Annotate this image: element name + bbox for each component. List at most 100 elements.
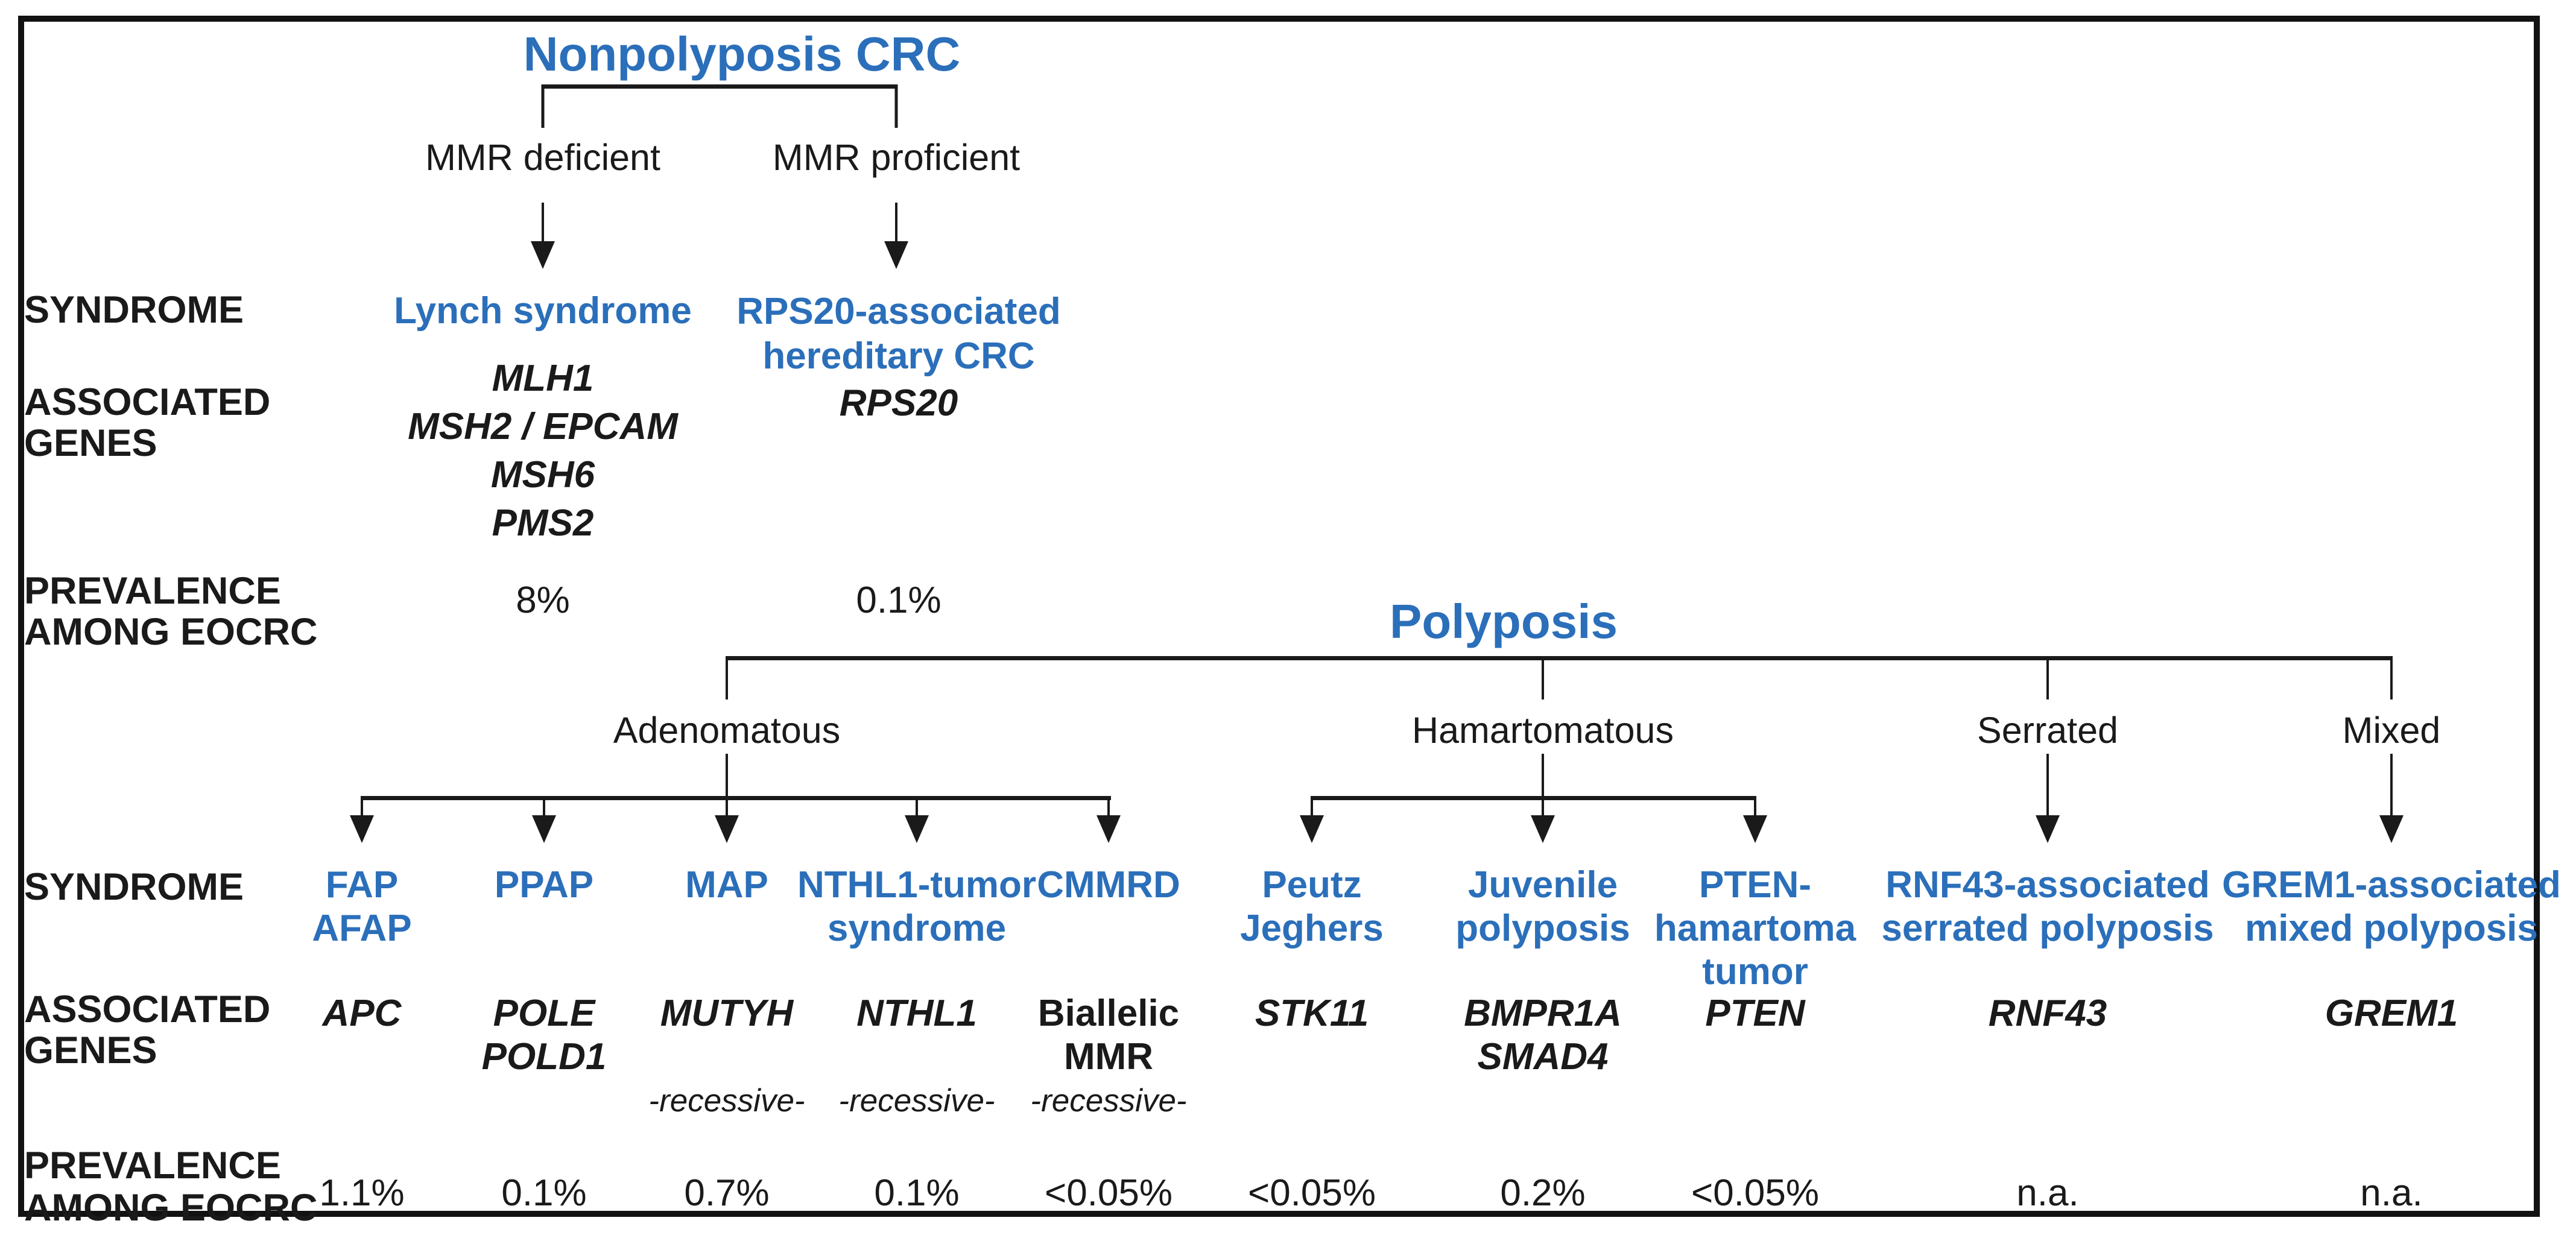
gene-mmr: MMR [1063,1036,1154,1078]
arrow-stem [361,800,363,816]
syndrome-juvenile-line2: polyposis [1455,908,1630,949]
syndrome-cmmrd: CMMRD [1037,864,1180,906]
branch-hamartomatous: Hamartomatous [1412,710,1674,751]
syndrome-pten-hamartoma: PTEN- hamartoma tumor [1654,864,1856,994]
gene-rnf43: RNF43 [1988,993,2107,1034]
prevalence-pten: <0.05% [1691,1172,1820,1214]
hamartomatous-connector [1542,754,1544,798]
syndrome-rnf43-line2: serrated polyposis [1881,908,2214,949]
prevalence-juvenile: 0.2% [1500,1172,1586,1214]
syndrome-lynch: Lynch syndrome [394,290,692,332]
arrow-stem [895,203,897,242]
row-label-prevalence-line1: PREVALENCE [24,1145,281,1187]
gene-pole-pold1: POLE POLD1 [482,992,607,1079]
arrow-stem [1107,800,1110,816]
gene-pold1: POLD1 [481,1036,607,1078]
syndrome-rnf43-line1: RNF43-associated [1885,864,2210,906]
polyposis-bracket-line [726,656,2393,660]
recessive-note-cmmrd: -recessive- [1030,1083,1187,1119]
syndrome-rps20-line1: RPS20-associated [736,291,1061,332]
syndrome-fap: FAP [325,864,399,906]
syndrome-pten-line1: PTEN- [1699,864,1811,906]
adenomatous-bracket-line [361,796,1111,800]
gene-pole: POLE [493,993,595,1034]
syndrome-rnf43: RNF43-associated serrated polyposis [1881,864,2214,950]
row-label-associated-line1: ASSOCIATED [24,381,271,423]
prevalence-map: 0.7% [684,1172,770,1214]
row-label-prevalence-line2: AMONG EOCRC [24,611,318,653]
gene-bmpr1a-smad4: BMPR1A SMAD4 [1464,992,1622,1079]
nonpolyposis-bracket-drop-right [894,84,898,128]
prevalence-fap: 1.1% [319,1172,405,1214]
prevalence-peutz-jeghers: <0.05% [1247,1172,1376,1214]
arrow-stem [1754,800,1756,816]
gene-rps20: RPS20 [839,382,958,424]
syndrome-afap: AFAP [312,908,412,949]
row-label-associated-line2: GENES [24,1029,157,1072]
polyposis-bracket-drop-serrated [2046,658,2049,699]
recessive-note-map: -recessive- [648,1083,805,1119]
syndrome-map: MAP [685,864,768,906]
syndrome-jeghers: Jeghers [1240,908,1384,949]
row-label-associated-line1: ASSOCIATED [24,988,271,1031]
row-label-prevalence-bottom: PREVALENCE AMONG EOCRC [24,1145,318,1229]
prevalence-rps20: 0.1% [856,579,941,621]
adenomatous-connector [726,754,728,798]
arrow-stem [2390,754,2393,816]
syndrome-nthl1-tumor: NTHL1-tumor syndrome [797,864,1036,950]
gene-msh6: MSH6 [490,454,595,496]
branch-serrated: Serrated [1977,710,2118,751]
syndrome-grem1-line1: GREM1-associated [2222,864,2561,906]
gene-biallelic-mmr: Biallelic MMR [1038,992,1179,1079]
arrow-stem [543,800,545,816]
gene-mutyh: MUTYH [660,993,794,1034]
syndrome-fap-afap: FAP AFAP [312,864,411,950]
gene-smad4: SMAD4 [1477,1036,1609,1078]
row-label-associated-genes-top: ASSOCIATED GENES [24,382,270,464]
syndrome-grem1-line2: mixed polyposis [2245,908,2538,949]
polyposis-bracket-drop-mixed [2390,658,2393,699]
prevalence-grem1: n.a. [2360,1172,2423,1214]
gene-stk11: STK11 [1255,993,1369,1034]
arrow-stem [916,800,918,816]
branch-mmr-proficient: MMR proficient [772,137,1021,178]
hamartomatous-bracket-line [1311,796,1756,800]
syndrome-pten-line2: hamartoma [1654,908,1856,949]
syndrome-peutz-jeghers: Peutz Jeghers [1240,864,1384,950]
syndrome-nthl1-line1: NTHL1-tumor [797,864,1037,906]
recessive-note-nthl1: -recessive- [838,1083,995,1119]
polyposis-bracket-drop-hamartomatous [1542,658,1544,699]
syndrome-nthl1-line2: syndrome [827,908,1007,949]
prevalence-cmmrd: <0.05% [1044,1172,1173,1214]
genes-lynch: MLH1 MSH2 / EPCAM MSH6 PMS2 [408,355,678,548]
polyposis-bracket-drop-adenomatous [726,658,728,699]
syndrome-peutz: Peutz [1262,864,1362,906]
polyposis-title: Polyposis [1390,595,1618,648]
row-label-syndrome-top: SYNDROME [24,289,244,331]
syndrome-grem1: GREM1-associated mixed polyposis [2222,864,2561,950]
prevalence-lynch: 8% [516,579,570,621]
syndrome-juvenile-line1: Juvenile [1467,864,1618,906]
row-label-prevalence-line2: AMONG EOCRC [24,1187,318,1229]
arrow-stem [542,203,544,242]
arrow-stem [726,800,728,816]
prevalence-nthl1: 0.1% [874,1172,960,1214]
arrow-stem [1311,800,1313,816]
branch-mmr-deficient: MMR deficient [425,137,660,178]
arrow-stem [2046,754,2049,816]
syndrome-rps20: RPS20-associated hereditary CRC [736,289,1061,379]
gene-grem1: GREM1 [2324,993,2458,1034]
gene-biallelic: Biallelic [1037,993,1180,1034]
nonpolyposis-title: Nonpolyposis CRC [523,27,961,81]
gene-msh2-epcam: MSH2 / EPCAM [408,406,678,447]
gene-pten: PTEN [1705,993,1805,1034]
gene-apc: APC [322,993,402,1034]
arrow-stem [1542,800,1544,816]
syndrome-pten-line3: tumor [1702,951,1808,993]
row-label-prevalence-top: PREVALENCE AMONG EOCRC [24,570,318,652]
gene-mlh1: MLH1 [492,358,594,399]
nonpolyposis-bracket-drop-left [541,84,545,128]
row-label-associated-line2: GENES [24,422,157,464]
row-label-prevalence-line1: PREVALENCE [24,570,281,612]
